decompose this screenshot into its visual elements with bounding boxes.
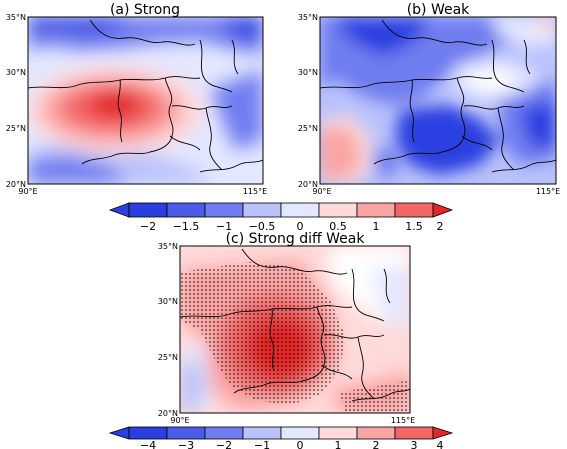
panel-b-lat-30: 30°N <box>298 68 318 77</box>
panel-b-title: (b) Weak <box>407 2 470 18</box>
panel-a-title: (a) Strong <box>110 2 180 18</box>
panel-b-field <box>320 17 556 184</box>
colorbar-bottom: −4 −3 −2 −1 0 1 2 3 4 <box>108 426 454 449</box>
panel-b-lat-25: 25°N <box>298 124 318 133</box>
cbt-label-7: 1.5 <box>405 220 423 233</box>
panel-b-borders <box>320 19 556 173</box>
panel-a-lat-25: 25°N <box>6 124 26 133</box>
cbb-label-7: 3 <box>411 439 418 449</box>
cbt-label-1: −1.5 <box>173 220 200 233</box>
panel-c-stippling <box>180 262 410 413</box>
panel-a-lat-35: 35°N <box>6 13 26 22</box>
panel-c-lon-115: 115°E <box>391 416 415 425</box>
cbt-label-2: −1 <box>216 220 232 233</box>
cbb-label-1: −3 <box>178 439 194 449</box>
panel-a-lat-30: 30°N <box>6 68 26 77</box>
panel-a-borders <box>28 19 263 173</box>
cbt-label-0: −2 <box>140 220 156 233</box>
cbb-label-2: −2 <box>216 439 232 449</box>
cbb-label-5: 1 <box>335 439 342 449</box>
panel-c-frame <box>179 245 411 414</box>
panel-b: (b) Weak <box>298 2 560 196</box>
panel-b-lon-90: 90°E <box>312 187 331 196</box>
panel-c-lat-35: 35°N <box>158 242 178 251</box>
panel-b-frame <box>319 16 557 185</box>
panel-a-field <box>28 17 263 184</box>
cbt-label-5: 0.5 <box>329 220 347 233</box>
panel-c-lat-20: 20°N <box>158 409 178 418</box>
cbt-label-4: 0 <box>297 220 304 233</box>
panel-c-lat-30: 30°N <box>158 297 178 306</box>
panel-a-lon-90: 90°E <box>18 187 37 196</box>
cbt-label-8: 2 <box>437 220 444 233</box>
panel-a: (a) Strong <box>6 2 267 196</box>
cbb-label-3: −1 <box>254 439 270 449</box>
panel-c-borders <box>180 248 410 402</box>
colorbar-top: −2 −1.5 −1 −0.5 0 0.5 1 1.5 2 <box>108 202 454 233</box>
panel-a-frame <box>27 16 264 185</box>
panel-c-lon-90: 90°E <box>170 416 189 425</box>
panel-c-lat-25: 25°N <box>158 353 178 362</box>
panel-b-lat-35: 35°N <box>298 13 318 22</box>
panel-c-field <box>180 246 410 413</box>
cbb-label-4: 0 <box>297 439 304 449</box>
cbt-label-6: 1 <box>373 220 380 233</box>
cbt-label-3: −0.5 <box>249 220 276 233</box>
panel-c-title: (c) Strong diff Weak <box>226 231 366 247</box>
panel-c: (c) Strong diff Weak <box>158 231 415 425</box>
panel-a-lon-115: 115°E <box>243 187 267 196</box>
cbb-label-0: −4 <box>140 439 156 449</box>
panel-b-lon-115: 115°E <box>536 187 560 196</box>
cbb-label-6: 2 <box>373 439 380 449</box>
cbb-label-8: 4 <box>437 439 444 449</box>
panel-a-lat-20: 20°N <box>6 180 26 189</box>
panel-b-lat-20: 20°N <box>298 180 318 189</box>
